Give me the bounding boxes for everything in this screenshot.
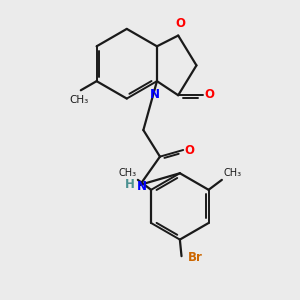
- Text: Br: Br: [188, 251, 202, 264]
- Text: O: O: [176, 16, 186, 30]
- Text: CH₃: CH₃: [70, 94, 89, 105]
- Text: N: N: [150, 88, 160, 101]
- Text: CH₃: CH₃: [224, 168, 242, 178]
- Text: O: O: [205, 88, 215, 101]
- Text: O: O: [185, 143, 195, 157]
- Text: H: H: [124, 178, 134, 191]
- Text: N: N: [137, 180, 147, 193]
- Text: CH₃: CH₃: [118, 168, 136, 178]
